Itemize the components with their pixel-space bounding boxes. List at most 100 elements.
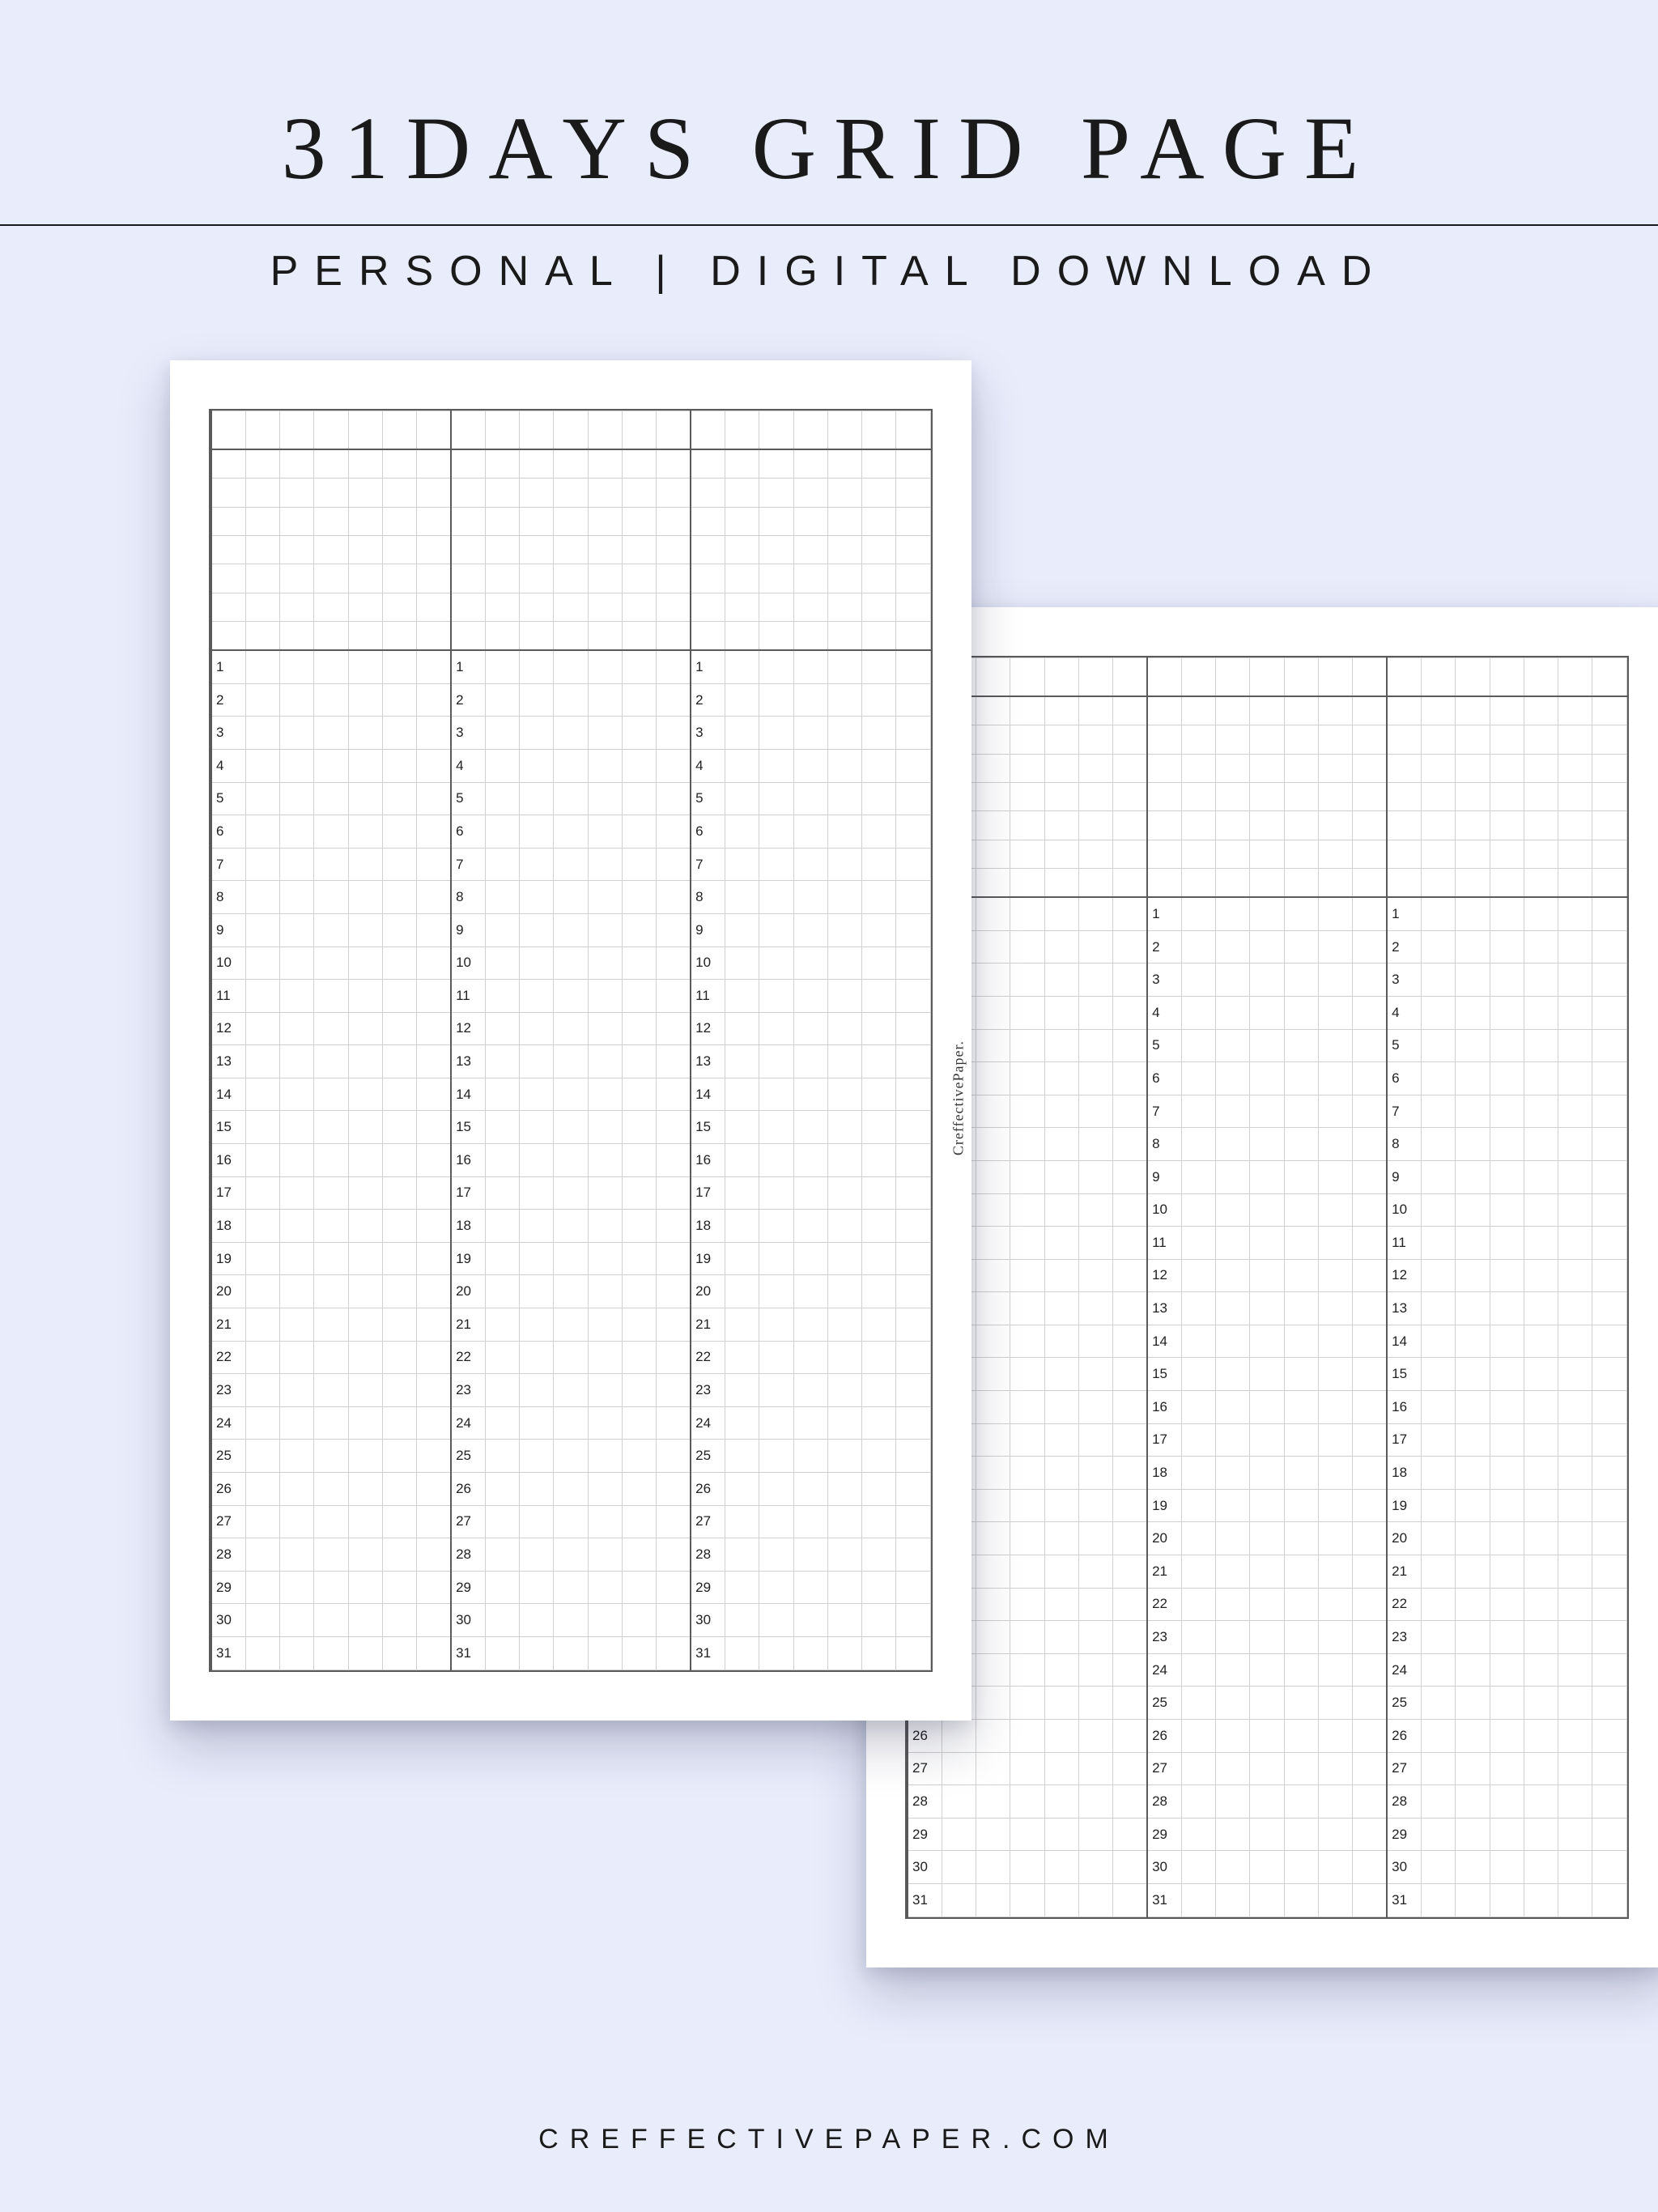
day-number: 17 [212, 1177, 245, 1208]
day-number: 9 [452, 915, 485, 946]
day-number: 19 [691, 1244, 725, 1274]
day-number: 21 [1148, 1556, 1181, 1587]
grid-frame: 1112223334445556667778889991010101111111… [209, 409, 933, 1672]
day-number: 30 [1148, 1852, 1181, 1882]
day-number: 28 [691, 1539, 725, 1570]
day-number: 26 [1148, 1721, 1181, 1751]
day-number: 15 [691, 1112, 725, 1142]
day-number: 2 [212, 685, 245, 716]
day-number: 31 [1148, 1885, 1181, 1916]
day-number: 4 [1388, 998, 1421, 1028]
footer-url: CREFFECTIVEPAPER.COM [0, 2124, 1658, 2155]
day-number: 29 [908, 1819, 942, 1850]
day-number: 19 [212, 1244, 245, 1274]
day-number: 10 [1388, 1194, 1421, 1225]
day-number: 31 [1388, 1885, 1421, 1916]
day-number: 11 [691, 981, 725, 1011]
day-number: 8 [212, 882, 245, 912]
day-number: 1 [691, 652, 725, 683]
day-number: 4 [691, 751, 725, 781]
day-number: 18 [1388, 1457, 1421, 1488]
day-number: 8 [691, 882, 725, 912]
day-number: 17 [691, 1177, 725, 1208]
day-number: 9 [1388, 1162, 1421, 1193]
day-number: 27 [452, 1506, 485, 1537]
day-number: 4 [1148, 998, 1181, 1028]
day-number: 13 [1148, 1293, 1181, 1324]
day-number: 23 [691, 1375, 725, 1406]
day-number: 21 [212, 1309, 245, 1340]
day-number: 29 [1388, 1819, 1421, 1850]
day-number: 23 [452, 1375, 485, 1406]
day-number: 20 [691, 1276, 725, 1307]
day-number: 23 [1388, 1622, 1421, 1653]
day-number: 29 [1148, 1819, 1181, 1850]
day-number: 28 [452, 1539, 485, 1570]
day-number: 5 [691, 783, 725, 814]
day-number: 25 [1148, 1687, 1181, 1718]
day-number: 2 [452, 685, 485, 716]
day-number: 3 [452, 717, 485, 748]
day-number: 12 [1148, 1260, 1181, 1291]
day-number: 25 [691, 1440, 725, 1471]
title-divider [0, 224, 1658, 226]
day-number: 5 [452, 783, 485, 814]
day-number: 6 [452, 816, 485, 847]
day-number: 3 [1148, 964, 1181, 995]
day-number: 19 [1148, 1491, 1181, 1521]
day-number: 15 [212, 1112, 245, 1142]
day-number: 27 [691, 1506, 725, 1537]
day-number: 10 [212, 947, 245, 978]
day-number: 11 [212, 981, 245, 1011]
day-number: 24 [1148, 1655, 1181, 1686]
day-number: 16 [212, 1145, 245, 1176]
day-number: 6 [1148, 1063, 1181, 1094]
day-number: 8 [1388, 1129, 1421, 1159]
header: 31DAYS GRID PAGE PERSONAL | DIGITAL DOWN… [0, 0, 1658, 296]
day-number: 12 [212, 1013, 245, 1044]
day-number: 26 [691, 1474, 725, 1504]
planner-sheet-front: CreffectivePaper. 1112223334445556667778… [170, 360, 971, 1721]
day-number: 5 [1388, 1030, 1421, 1061]
day-number: 3 [212, 717, 245, 748]
day-number: 27 [1388, 1753, 1421, 1784]
day-number: 1 [1148, 899, 1181, 929]
day-number: 21 [691, 1309, 725, 1340]
day-number: 30 [1388, 1852, 1421, 1882]
day-number: 8 [1148, 1129, 1181, 1159]
day-number: 24 [452, 1408, 485, 1439]
watermark-text: CreffectivePaper. [950, 1040, 967, 1155]
day-number: 16 [1388, 1392, 1421, 1423]
day-number: 31 [212, 1638, 245, 1669]
day-number: 6 [212, 816, 245, 847]
preview-stage: 1112223334445556667778889991010101111111… [0, 344, 1658, 2109]
grid-frame: 1112223334445556667778889991010101111111… [905, 656, 1629, 1919]
day-number: 14 [452, 1079, 485, 1110]
day-number: 30 [908, 1852, 942, 1882]
day-number: 5 [1148, 1030, 1181, 1061]
day-number: 31 [908, 1885, 942, 1916]
day-number: 9 [212, 915, 245, 946]
day-number: 29 [691, 1572, 725, 1603]
day-number: 7 [1388, 1096, 1421, 1127]
day-number: 5 [212, 783, 245, 814]
day-number: 7 [1148, 1096, 1181, 1127]
day-number: 7 [691, 849, 725, 880]
day-number: 21 [452, 1309, 485, 1340]
day-number: 20 [212, 1276, 245, 1307]
day-number: 30 [212, 1605, 245, 1636]
day-number: 8 [452, 882, 485, 912]
day-number: 14 [1148, 1326, 1181, 1357]
day-number: 25 [212, 1440, 245, 1471]
day-number: 25 [1388, 1687, 1421, 1718]
day-number: 20 [1388, 1523, 1421, 1554]
planner-sheet-back: 1112223334445556667778889991010101111111… [866, 607, 1658, 1967]
day-number: 22 [691, 1342, 725, 1372]
day-number: 28 [908, 1786, 942, 1817]
day-number: 31 [691, 1638, 725, 1669]
day-number: 7 [212, 849, 245, 880]
day-number: 14 [212, 1079, 245, 1110]
day-number: 10 [452, 947, 485, 978]
day-number: 13 [1388, 1293, 1421, 1324]
day-number: 2 [1388, 932, 1421, 963]
